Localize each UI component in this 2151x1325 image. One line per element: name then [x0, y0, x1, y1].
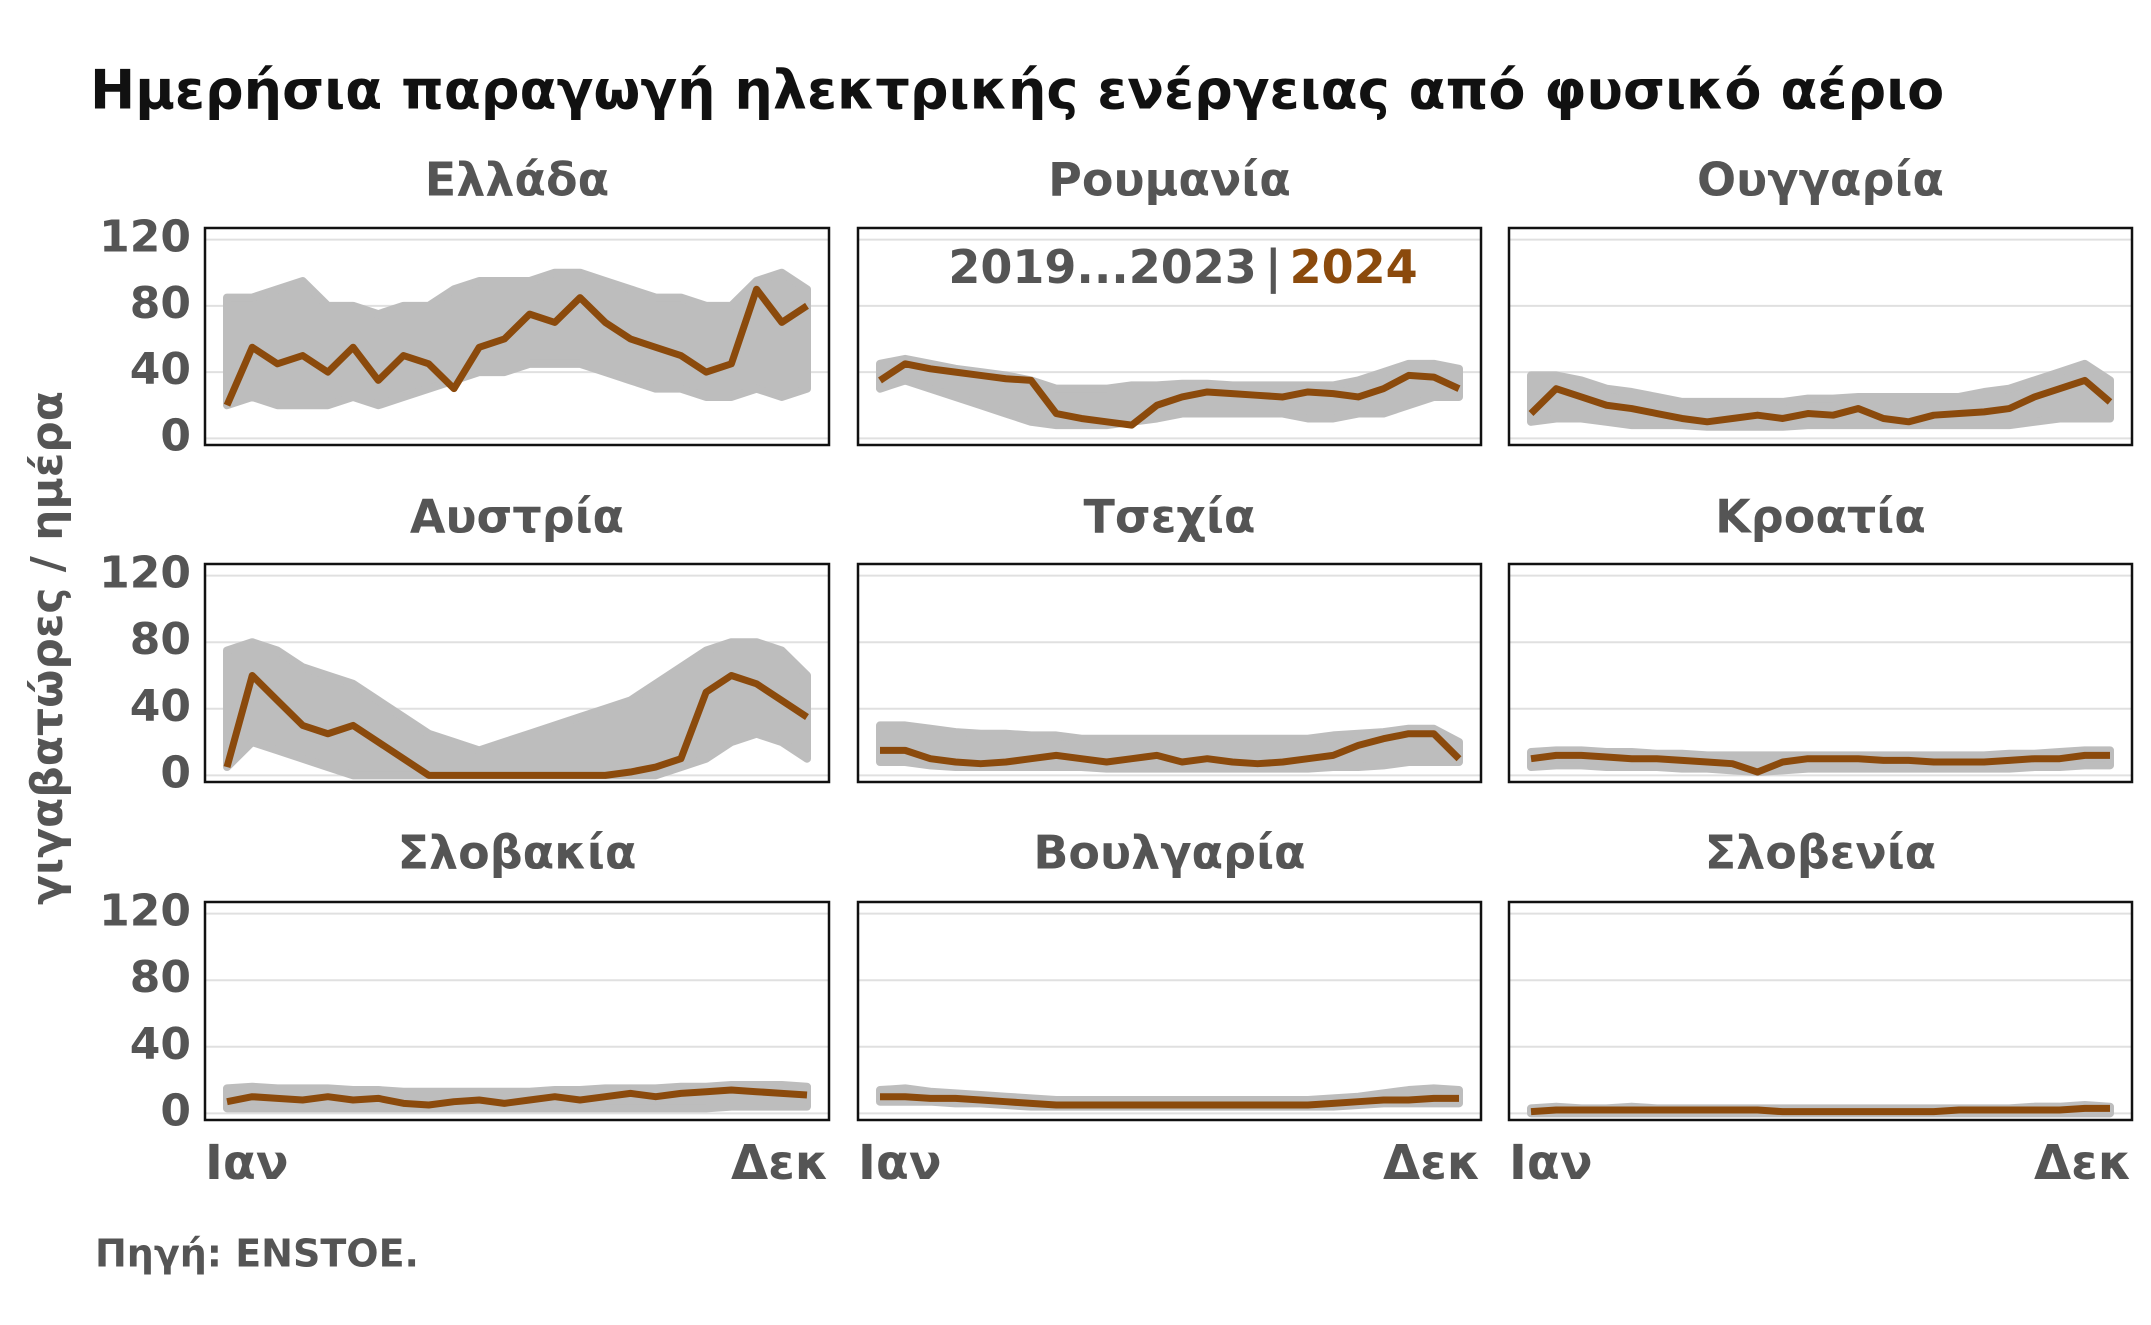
- legend-entry: 2024: [1290, 240, 1418, 294]
- y-axis-label: γιγαβατώρες / ημέρα: [22, 391, 73, 905]
- line-2024: [878, 360, 1461, 429]
- line-2024: [1530, 751, 2110, 776]
- panel-frame: [203, 900, 831, 1122]
- x-tick-label: Δεκ: [2034, 1135, 2132, 1191]
- y-tick-label: 80: [130, 278, 191, 329]
- panel-title: Σλοβενία: [1705, 826, 1937, 880]
- panel-title: Ρουμανία: [1048, 153, 1291, 207]
- panel-frame: [203, 226, 831, 447]
- legend-separator: |: [1265, 240, 1282, 295]
- panel-title: Ουγγαρία: [1697, 153, 1944, 207]
- y-tick-label: 80: [130, 952, 191, 1003]
- range-band: [876, 354, 1463, 430]
- chart-title: Ημερήσια παραγωγή ηλεκτρικής ενέργειας α…: [90, 59, 1944, 122]
- y-tick-label: 120: [99, 548, 191, 599]
- panel-title: Τσεχία: [1083, 490, 1255, 544]
- line-2024: [223, 285, 809, 407]
- line-2024: [1530, 1104, 2110, 1116]
- panel-title: Αυστρία: [410, 490, 624, 544]
- line-2024: [226, 1086, 808, 1109]
- line-2024: [880, 730, 1462, 768]
- y-tick-label: 120: [99, 886, 191, 937]
- y-tick-label: 0: [160, 1085, 191, 1136]
- panel-title: Βουλγαρία: [1033, 826, 1305, 880]
- panel-title: Σλοβακία: [398, 826, 637, 880]
- line-2024: [1528, 376, 2113, 426]
- y-tick-label: 0: [160, 410, 191, 461]
- legend: 2019...2023 | 2024: [948, 240, 1417, 295]
- y-tick-label: 40: [130, 681, 191, 732]
- panel-frame: [856, 226, 1483, 447]
- source: Πηγή: ENSTOE.: [95, 1232, 419, 1276]
- line-2024: [223, 671, 809, 779]
- x-tick-label: Ιαν: [1509, 1135, 1593, 1191]
- panel-frame: [1507, 900, 2134, 1122]
- x-tick-label: Ιαν: [205, 1135, 289, 1191]
- range-band: [223, 268, 811, 410]
- y-tick-label: 0: [160, 747, 191, 798]
- y-tick-label: 40: [130, 1019, 191, 1070]
- panel-frame: [856, 900, 1483, 1122]
- panel-frame: [1507, 562, 2134, 784]
- panel-title: Κροατία: [1715, 490, 1926, 544]
- y-tick-label: 120: [99, 212, 191, 263]
- line-2024: [880, 1093, 1459, 1109]
- y-tick-label: 40: [130, 344, 191, 395]
- panel-frame: [203, 562, 831, 784]
- x-tick-label: Δεκ: [1383, 1135, 1481, 1191]
- panel-frame: [1507, 226, 2134, 447]
- panel-title: Ελλάδα: [425, 153, 609, 207]
- range-band: [223, 1081, 811, 1113]
- x-tick-label: Δεκ: [731, 1135, 829, 1191]
- panel-frame: [856, 562, 1483, 784]
- legend-entry: 2019...2023: [948, 240, 1256, 294]
- y-tick-label: 80: [130, 614, 191, 665]
- x-tick-label: Ιαν: [858, 1135, 942, 1191]
